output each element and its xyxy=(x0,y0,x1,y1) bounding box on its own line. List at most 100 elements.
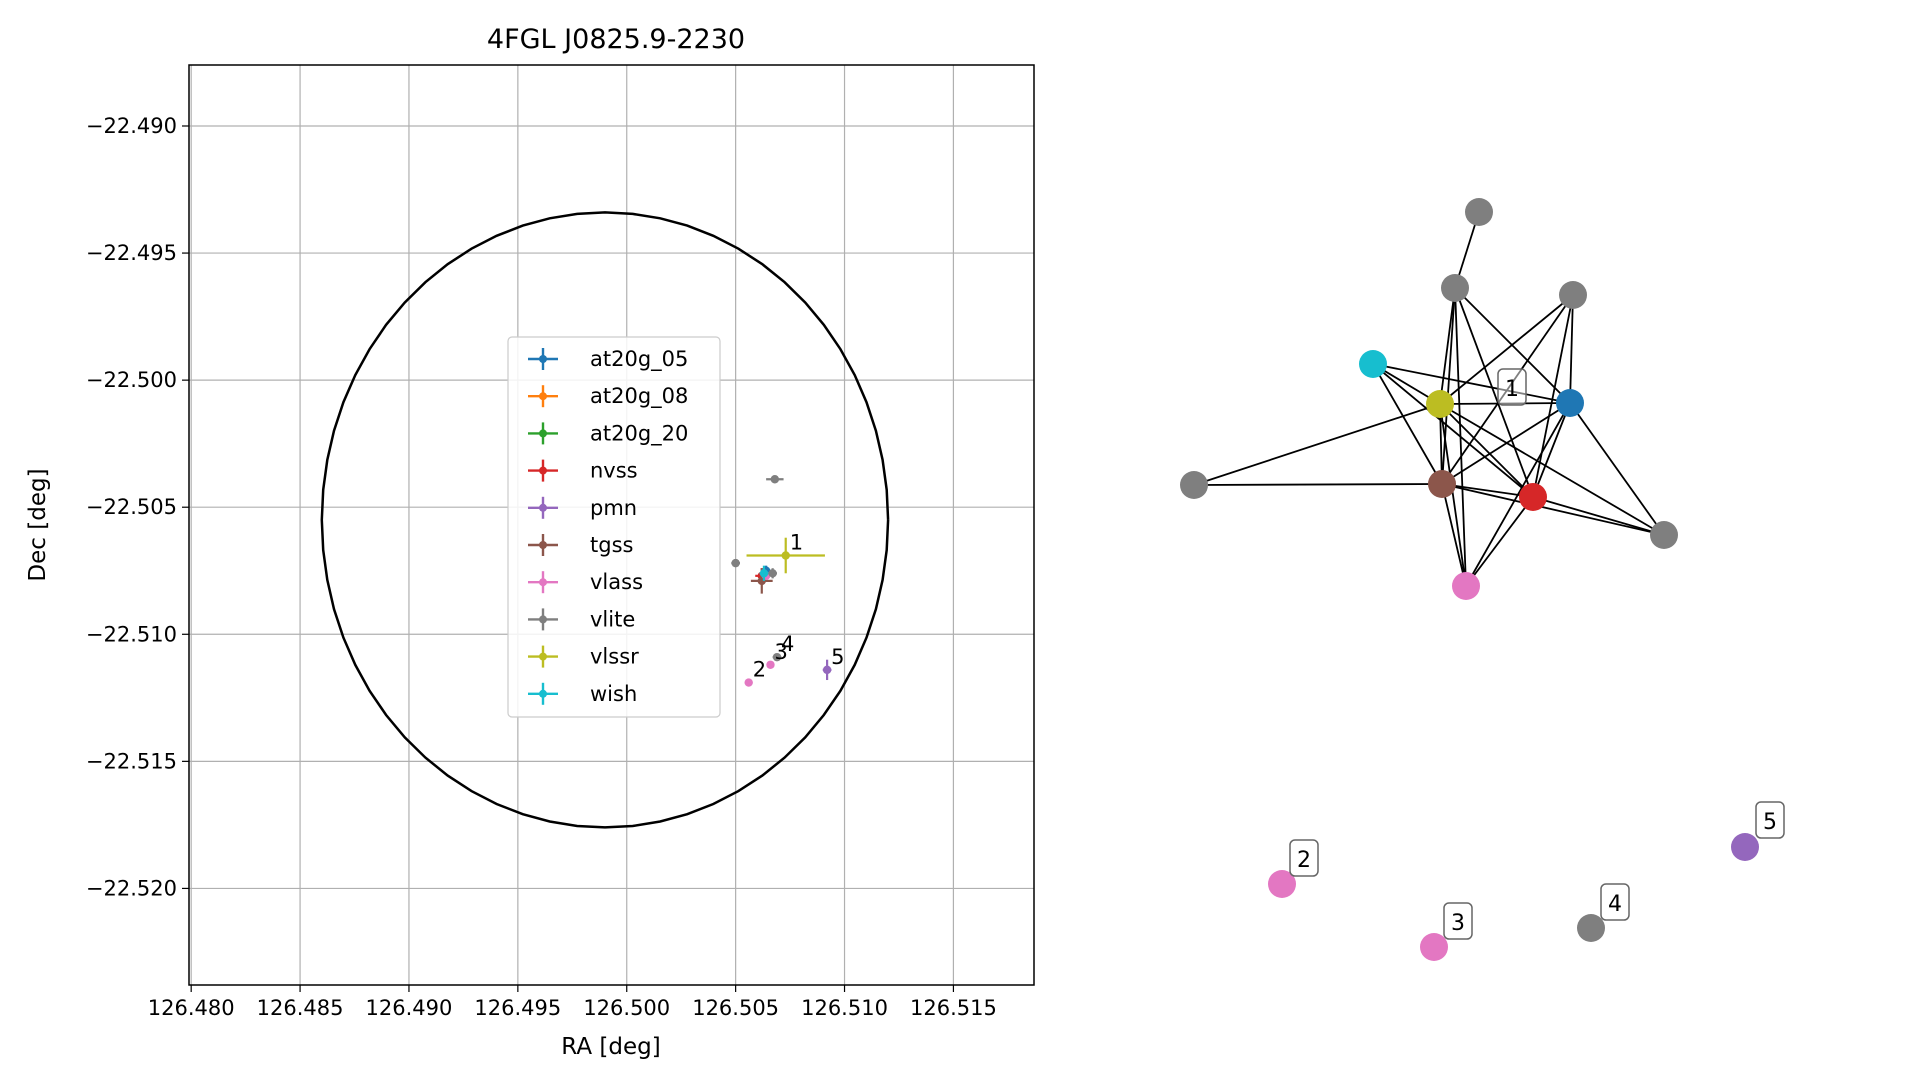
network-edge xyxy=(1372,363,1534,498)
legend-box xyxy=(507,336,721,718)
network-node xyxy=(1559,281,1587,309)
y-tick-label: −22.490 xyxy=(86,114,177,138)
annotation-4: 4 xyxy=(781,632,794,656)
x-tick-label: 126.505 xyxy=(692,996,779,1020)
legend-entry-at20g_08: at20g_08 xyxy=(528,384,688,409)
legend-label: vlass xyxy=(590,570,643,594)
point-vlite xyxy=(772,652,782,662)
legend-swatch-dot xyxy=(539,578,547,587)
legend-swatch-dot xyxy=(539,615,547,624)
network-edge xyxy=(1532,496,1665,536)
legend-entry-pmn: pmn xyxy=(528,496,637,520)
legend-swatch-dot xyxy=(539,392,547,401)
point-marker xyxy=(772,652,782,662)
point-vlite xyxy=(766,475,784,484)
legend-swatch-dot xyxy=(539,429,547,438)
legend-entry-vlass: vlass xyxy=(528,570,643,594)
network-node xyxy=(1731,833,1759,861)
network-node xyxy=(1556,389,1584,417)
network-edge xyxy=(1441,287,1456,485)
point-wish xyxy=(759,565,769,581)
network-edge xyxy=(1372,363,1443,485)
point-marker xyxy=(770,475,780,484)
x-tick-label: 126.480 xyxy=(148,996,235,1020)
legend-entry-nvss: nvss xyxy=(528,459,638,483)
x-axis-ticks: 126.480 126.485 126.490 126.495 126.500 126.5… xyxy=(148,985,997,1020)
point-vlssr xyxy=(746,537,825,574)
point-marker xyxy=(731,558,740,568)
legend-entry-vlssr: vlssr xyxy=(528,645,639,669)
network-node xyxy=(1441,274,1469,302)
network-edge xyxy=(1193,483,1443,486)
legend-swatch-dot xyxy=(539,503,547,512)
node-label-1: 1 xyxy=(1497,368,1527,406)
node-label-text: 5 xyxy=(1763,810,1777,835)
network-edge xyxy=(1569,402,1665,536)
position-ellipse xyxy=(320,211,890,829)
network-node xyxy=(1519,483,1547,511)
x-tick-label: 126.495 xyxy=(474,996,561,1020)
legend-swatch-dot xyxy=(539,541,547,549)
y-tick-label: −22.495 xyxy=(86,241,177,265)
node-label-box xyxy=(1289,839,1319,877)
network-edge xyxy=(1372,363,1571,404)
network-edges xyxy=(1193,211,1665,587)
network-node xyxy=(1428,470,1456,498)
network-node xyxy=(1180,471,1208,499)
point-marker xyxy=(781,551,790,560)
x-axis-label: RA [deg] xyxy=(561,1034,660,1060)
point-pmn xyxy=(822,659,832,681)
legend-entry-at20g_20: at20g_20 xyxy=(528,421,688,446)
legend-swatch-dot xyxy=(539,652,547,661)
annotations-layer: 1 234 5 xyxy=(753,530,845,681)
annotation-5: 5 xyxy=(831,645,844,669)
x-tick-label: 126.500 xyxy=(583,996,670,1020)
network-node xyxy=(1268,870,1296,898)
point-marker xyxy=(744,678,753,687)
point-marker xyxy=(759,569,769,578)
x-tick-label: 126.490 xyxy=(366,996,453,1020)
node-label-box xyxy=(1497,368,1527,406)
chart-title: 4FGL J0825.9-2230 xyxy=(487,24,745,55)
legend-label: pmn xyxy=(590,496,637,520)
point-marker xyxy=(822,665,832,675)
y-tick-label: −22.515 xyxy=(86,749,177,773)
node-label-text: 2 xyxy=(1297,848,1311,873)
x-tick-label: 126.515 xyxy=(910,996,997,1020)
y-tick-label: −22.500 xyxy=(86,368,177,392)
node-label-box xyxy=(1755,801,1785,839)
legend-swatch-dot xyxy=(539,355,547,363)
legend-label: wish xyxy=(590,682,637,706)
network-edge xyxy=(1439,287,1456,405)
network-nodes: 1 2 3 4 5 xyxy=(1180,198,1785,961)
network-node xyxy=(1650,521,1678,549)
network-edge xyxy=(1532,294,1574,498)
x-tick-label: 126.510 xyxy=(801,996,888,1020)
x-tick-label: 126.485 xyxy=(257,996,344,1020)
y-tick-label: −22.510 xyxy=(86,622,177,646)
node-label-2: 2 xyxy=(1289,839,1319,877)
point-vlite xyxy=(768,568,778,579)
legend-label: at20g_20 xyxy=(590,421,688,446)
node-label-5: 5 xyxy=(1755,801,1785,839)
legend-label: vlssr xyxy=(590,645,639,669)
network-node xyxy=(1426,390,1454,418)
annotation-3: 3 xyxy=(774,640,787,664)
legend-swatch-dot xyxy=(539,689,547,698)
legend-swatch-dot xyxy=(539,466,547,475)
network-edge xyxy=(1439,403,1665,536)
legend-label: at20g_05 xyxy=(590,347,688,372)
network-edge xyxy=(1441,402,1571,485)
node-label-4: 4 xyxy=(1600,883,1630,921)
point-vlass xyxy=(766,660,775,669)
legend-entry-tgss: tgss xyxy=(528,533,633,557)
annotation-1: 1 xyxy=(790,530,803,554)
network-node xyxy=(1420,933,1448,961)
point-vlite xyxy=(731,558,740,568)
y-axis-ticks: −22.490 −22.495 −22.500 −22.505 −22.510 −22.5… xyxy=(86,114,189,900)
network-edge xyxy=(1441,483,1665,536)
network-edge xyxy=(1439,403,1534,498)
network-node xyxy=(1577,914,1605,942)
network-edge xyxy=(1454,287,1534,498)
